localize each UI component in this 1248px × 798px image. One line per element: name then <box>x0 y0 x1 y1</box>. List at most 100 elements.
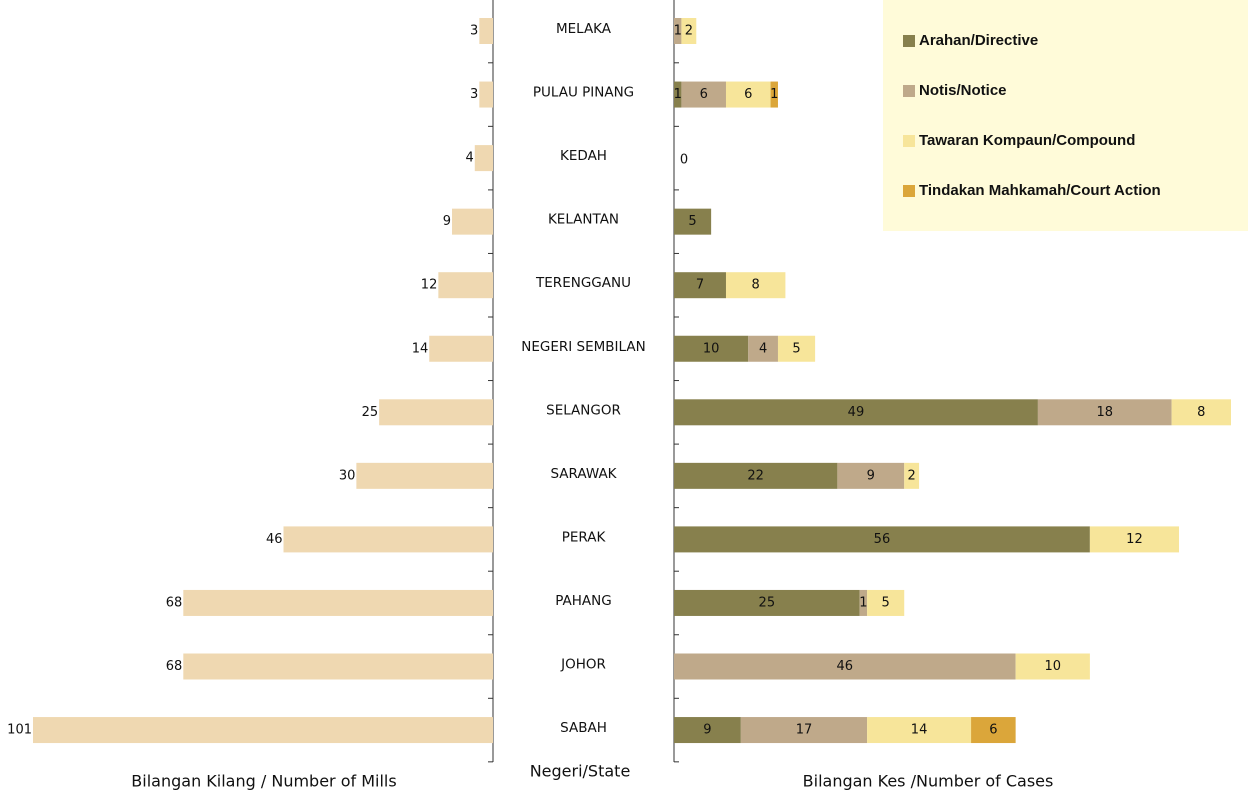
bar-segment <box>725 272 786 299</box>
bar-segment <box>674 589 860 616</box>
value-label: 6 <box>700 87 708 102</box>
bar-segment <box>740 717 868 744</box>
bar-segment <box>837 462 905 489</box>
value-label: 4 <box>759 341 767 356</box>
category-label: TERENGGANU <box>535 275 631 291</box>
value-label: 101 <box>7 723 32 738</box>
category-label: SARAWAK <box>550 466 617 482</box>
value-label: 17 <box>796 723 813 738</box>
value-label: 3 <box>470 24 478 39</box>
category-label: KELANTAN <box>548 212 619 228</box>
value-label: 46 <box>266 532 283 547</box>
legend-swatch <box>903 185 915 197</box>
bar <box>356 462 493 489</box>
bar-segment <box>777 335 816 362</box>
value-label: 5 <box>882 595 890 610</box>
value-label: 6 <box>989 723 997 738</box>
category-label: SABAH <box>560 720 607 736</box>
legend-label: Tawaran Kompaun/Compound <box>919 132 1135 149</box>
bar-segment <box>674 717 741 744</box>
value-label: 5 <box>792 341 800 356</box>
value-label: 9 <box>867 468 875 483</box>
bar-segment <box>867 589 905 616</box>
bar <box>474 145 493 172</box>
legend-label: Notis/Notice <box>919 82 1007 99</box>
bar <box>379 399 493 426</box>
value-label: 3 <box>470 87 478 102</box>
value-label: 1 <box>674 87 682 102</box>
value-label: 30 <box>339 468 356 483</box>
bar-segment <box>681 81 726 108</box>
center-axis-title: Negeri/State <box>530 762 631 781</box>
bar <box>452 208 493 235</box>
value-label: 18 <box>1096 405 1113 420</box>
value-label: 56 <box>874 532 891 547</box>
value-label: 25 <box>759 595 776 610</box>
bar <box>429 335 493 362</box>
value-label: 49 <box>848 405 865 420</box>
category-label: MELAKA <box>556 21 612 37</box>
bar <box>183 589 493 616</box>
value-label: 68 <box>166 659 183 674</box>
value-label: 6 <box>744 87 752 102</box>
category-label: PULAU PINANG <box>533 85 634 101</box>
value-label: 4 <box>466 151 474 166</box>
legend-box <box>883 0 1248 231</box>
bar-segment <box>674 462 838 489</box>
bar-segment <box>674 18 682 44</box>
value-label: 5 <box>688 214 696 229</box>
legend-label: Tindakan Mahkamah/Court Action <box>919 182 1161 199</box>
value-label: 2 <box>908 468 916 483</box>
bar-segment <box>674 653 1016 680</box>
value-label: 22 <box>747 468 764 483</box>
bar-segment <box>1089 526 1180 553</box>
value-label: 12 <box>1126 532 1143 547</box>
bar-segment <box>681 18 697 44</box>
value-label: 12 <box>421 278 438 293</box>
category-label: PAHANG <box>555 593 611 609</box>
bar-segment <box>674 81 682 108</box>
value-label: 9 <box>703 723 711 738</box>
left-axis-title: Bilangan Kilang / Number of Mills <box>131 772 396 791</box>
value-label: 46 <box>837 659 854 674</box>
bar-segment <box>904 462 920 489</box>
category-label: JOHOR <box>560 657 606 673</box>
category-label: SELANGOR <box>546 402 621 418</box>
value-label: 8 <box>1197 405 1205 420</box>
bar-segment <box>859 589 868 616</box>
bar <box>479 81 493 108</box>
value-label: 10 <box>703 341 720 356</box>
value-label: 9 <box>443 214 451 229</box>
category-label: NEGERI SEMBILAN <box>521 339 645 355</box>
bar-segment <box>748 335 778 362</box>
value-label: 8 <box>752 278 760 293</box>
value-label: 68 <box>166 595 183 610</box>
legend-swatch <box>903 35 915 47</box>
value-label: 25 <box>362 405 379 420</box>
bar-segment <box>971 717 1016 744</box>
bar <box>33 717 493 744</box>
bar <box>438 272 493 299</box>
value-label: 1 <box>859 595 867 610</box>
bar <box>283 526 493 553</box>
value-label: 14 <box>911 723 928 738</box>
bar-segment <box>674 526 1090 553</box>
value-label: 0 <box>680 153 688 168</box>
value-label: 1 <box>770 87 778 102</box>
bar-segment <box>1037 399 1172 426</box>
value-label: 14 <box>412 341 429 356</box>
category-label: KEDAH <box>560 148 607 164</box>
bar-segment <box>674 399 1038 426</box>
bar-segment <box>674 335 749 362</box>
category-label: PERAK <box>562 529 607 545</box>
bar <box>479 18 493 44</box>
value-label: 1 <box>674 24 682 39</box>
value-label: 10 <box>1044 659 1061 674</box>
bar-segment <box>1015 653 1090 680</box>
value-label: 7 <box>696 278 704 293</box>
legend-swatch <box>903 85 915 97</box>
bar-segment <box>674 272 726 299</box>
bar-segment <box>770 81 778 108</box>
value-label: 2 <box>685 24 693 39</box>
